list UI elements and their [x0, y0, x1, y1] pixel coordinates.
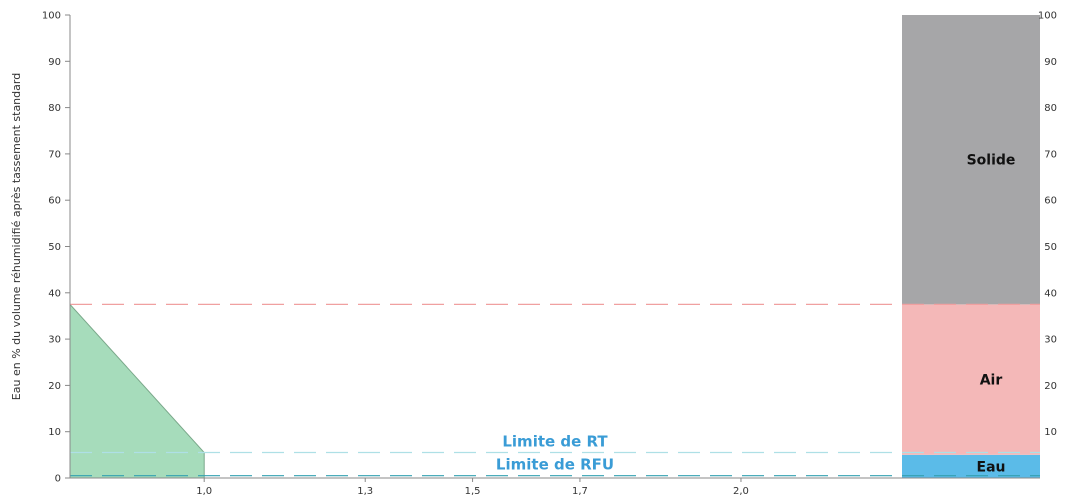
x-tick-label: 2,0 — [733, 486, 749, 497]
axes: 0 10 20 30 40 50 60 70 80 90 100 10 20 30 40 50 60 70 80 90… — [10, 11, 1057, 498]
y-tick-label: 90 — [48, 57, 61, 68]
y-axis-title: Eau en % du volume réhumidifié après tas… — [10, 73, 23, 400]
y-tick-label: 100 — [42, 11, 61, 22]
y-tick-label: 60 — [48, 196, 61, 207]
right-y-tick-label: 80 — [1044, 103, 1057, 114]
limit-lines — [70, 303, 1040, 477]
y-tick-label: 80 — [48, 103, 61, 114]
right-y-tick-label: 50 — [1044, 242, 1057, 253]
x-tick-label: 1,0 — [196, 486, 212, 497]
right-y-tick-label: 90 — [1044, 57, 1057, 68]
x-tick-label: 1,5 — [465, 486, 481, 497]
limit-label-1: Limite de RFU — [496, 456, 614, 474]
right-y-tick-label: 60 — [1044, 196, 1057, 207]
y-tick-label: 70 — [48, 149, 61, 160]
right-y-tick-label: 40 — [1044, 288, 1057, 299]
bar-label-air: Air — [980, 373, 1003, 389]
y-tick-label: 10 — [48, 427, 61, 438]
y-tick-label: 0 — [55, 474, 61, 485]
bar-label-eau: Eau — [977, 459, 1006, 475]
bar-segment-air — [902, 304, 1040, 455]
stacked-bar — [902, 15, 1040, 478]
y-tick-label: 50 — [48, 242, 61, 253]
right-y-tick-label: 10 — [1044, 427, 1057, 438]
bar-label-solide: Solide — [967, 153, 1016, 169]
x-tick-label: 1,7 — [572, 486, 588, 497]
y-tick-label: 40 — [48, 288, 61, 299]
right-y-tick-label: 20 — [1044, 381, 1057, 392]
right-y-tick-label: 70 — [1044, 149, 1057, 160]
labels: Eau Air Solide Limite de RT Limite de RFU — [496, 153, 1015, 476]
bar-segment-solide — [902, 15, 1040, 305]
limit-label-0: Limite de RT — [502, 433, 608, 451]
y-tick-label: 20 — [48, 381, 61, 392]
x-tick-label: 1,3 — [357, 486, 373, 497]
y-tick-label: 30 — [48, 335, 61, 346]
right-y-tick-label: 30 — [1044, 335, 1057, 346]
bar-segment-eau — [902, 454, 1040, 478]
right-y-tick-label: 100 — [1038, 11, 1057, 22]
